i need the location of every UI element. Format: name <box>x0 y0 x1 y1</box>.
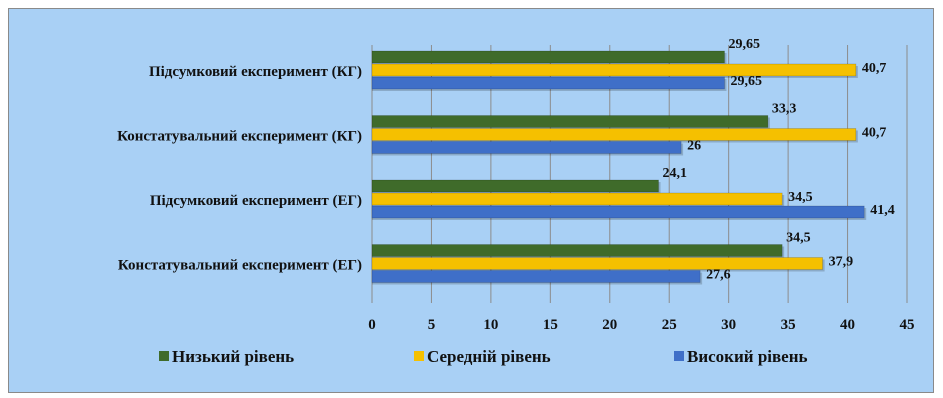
legend-swatch <box>414 351 424 361</box>
data-label: 34,5 <box>786 231 811 246</box>
legend-swatch <box>674 351 684 361</box>
x-tick-label: 35 <box>781 317 796 333</box>
bar-medium <box>371 192 783 206</box>
legend: Низький рівень Середній рівень Високий рів… <box>159 347 808 366</box>
bar-medium <box>371 63 857 77</box>
chart-frame: 0 5 10 15 20 25 30 35 40 45 Констатувальний експер… <box>8 8 934 393</box>
bar-low <box>371 115 769 128</box>
data-label: 40,7 <box>862 126 887 141</box>
labels-layer: 0 5 10 15 20 25 30 35 40 45 Констатувальний експер… <box>117 37 914 333</box>
data-label: 34,5 <box>788 190 813 205</box>
category-label: Підсумковий експеримент (ЕГ) <box>150 193 362 209</box>
bar-high <box>371 205 865 219</box>
x-tick-label: 15 <box>543 317 558 333</box>
legend-label: Високий рівень <box>687 347 808 366</box>
category-label: Констатувальний експеримент (КГ) <box>117 129 362 145</box>
bar-low <box>371 179 659 193</box>
data-label: 29,65 <box>731 74 763 89</box>
x-tick-label: 45 <box>900 317 915 333</box>
x-tick-label: 20 <box>602 317 617 333</box>
x-tick-label: 5 <box>428 317 436 333</box>
bar-high <box>371 270 701 283</box>
category-label: Підсумковий експеримент (КГ) <box>149 64 362 80</box>
bar-medium <box>371 128 857 141</box>
x-tick-label: 25 <box>662 317 677 333</box>
legend-label: Середній рівень <box>427 347 551 366</box>
data-label: 41,4 <box>870 203 895 218</box>
data-label: 27,6 <box>706 268 731 283</box>
x-tick-label: 0 <box>368 317 376 333</box>
data-label: 24,1 <box>663 166 688 181</box>
bars-layer <box>371 50 867 285</box>
bar-chart: 0 5 10 15 20 25 30 35 40 45 Констатувальний експер… <box>117 37 914 366</box>
data-label: 26 <box>687 139 701 154</box>
x-tick-label: 40 <box>840 317 855 333</box>
bar-low <box>371 50 725 64</box>
bar-low <box>371 244 783 257</box>
category-label: Констатувальний експеримент (ЕГ) <box>118 258 362 274</box>
x-tick-label: 10 <box>483 317 498 333</box>
data-label: 37,9 <box>829 255 854 270</box>
x-tick-label: 30 <box>721 317 736 333</box>
data-label: 40,7 <box>862 61 887 76</box>
data-label: 29,65 <box>729 37 761 52</box>
bar-high <box>371 141 682 154</box>
bar-high <box>371 76 725 90</box>
bar-medium <box>371 257 823 270</box>
legend-label: Низький рівень <box>172 347 294 366</box>
data-label: 33,3 <box>772 102 797 117</box>
legend-swatch <box>159 351 169 361</box>
